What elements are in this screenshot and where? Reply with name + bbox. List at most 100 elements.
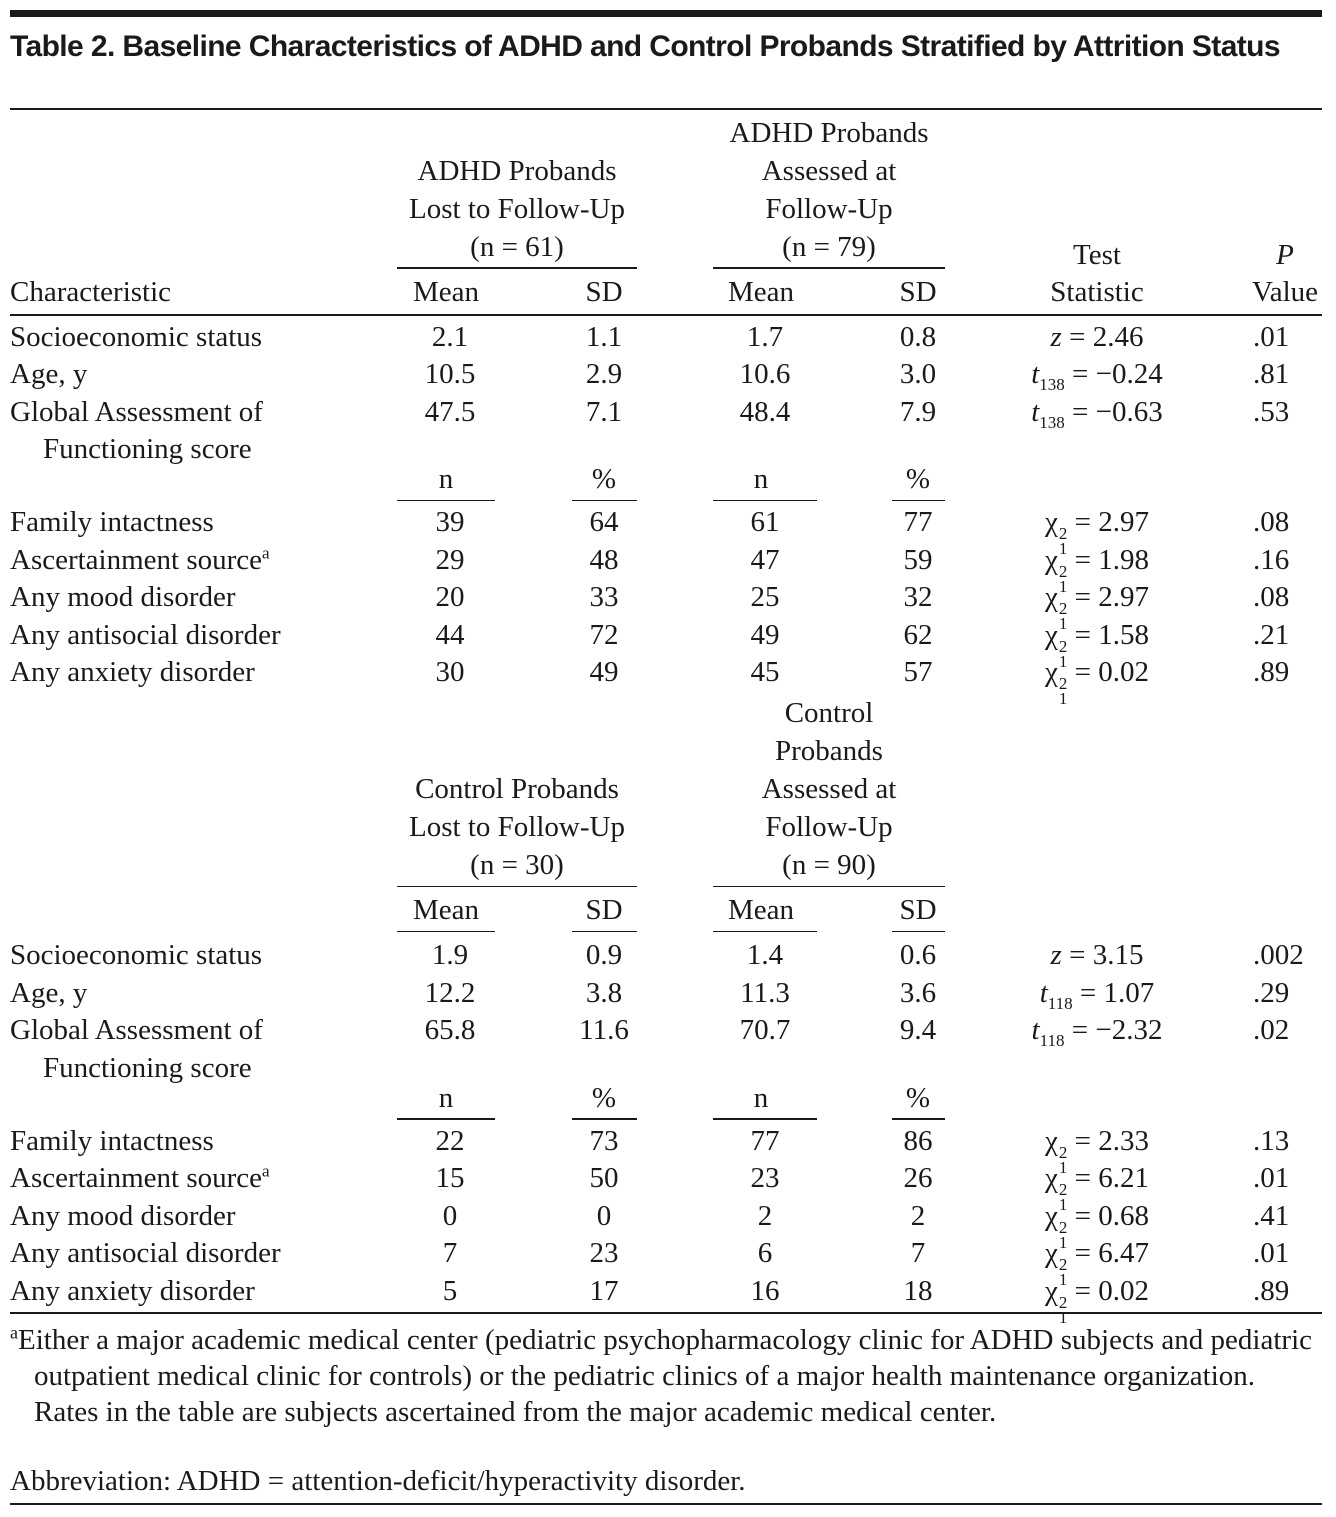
cell-value: 0 [596, 1199, 612, 1232]
stat-superscript: 2 [1058, 636, 1068, 656]
subcolumn-header: Mean [412, 894, 480, 926]
rule [713, 885, 945, 887]
cell-value: 3.6 [899, 976, 937, 1009]
stat-superscript: 2 [1058, 524, 1068, 543]
cell-value: 2.9 [585, 358, 623, 390]
stat-subscript: 1 [1058, 651, 1068, 671]
subcolumn-header: n [753, 463, 769, 495]
row-label: Socioeconomic status [10, 939, 263, 971]
cell-value: 49 [750, 618, 780, 651]
footnote-marker: a [262, 542, 270, 562]
rule [10, 108, 1322, 110]
stat-superscript: 2 [1058, 1142, 1068, 1162]
stat-subscript: 138 [1039, 375, 1065, 394]
stat-subscript: 1 [1058, 576, 1068, 596]
subcolumn-header: % [591, 463, 617, 495]
cell-value: 1.1 [585, 320, 623, 353]
row-label: Any anxiety disorder [10, 1274, 255, 1307]
stat-value: = 6.21 [1067, 1162, 1149, 1194]
stat-symbol: t [1031, 395, 1040, 428]
rule [713, 930, 817, 932]
p-value: .21 [1253, 618, 1290, 651]
stat-superscript: 2 [1058, 1217, 1068, 1237]
stat-superscript: 2 [1058, 1180, 1068, 1199]
subcolumn-header: Mean [727, 275, 795, 308]
row-label: Functioning score [43, 1051, 252, 1084]
group-header: Probands [775, 735, 883, 767]
stat-symbol: χ [1045, 656, 1058, 688]
cell-value: 10.5 [424, 358, 476, 390]
group-header: (n = 79) [782, 230, 876, 263]
cell-value: 33 [589, 581, 619, 613]
stat-superscript: 2 [1058, 599, 1068, 618]
p-value: .08 [1253, 581, 1290, 613]
subcolumn-header: SD [899, 894, 937, 926]
row-label: Ascertainment sourcea [10, 1161, 270, 1194]
stat-symbol: t [1031, 358, 1040, 390]
column-header: Statistic [1050, 275, 1144, 308]
cell-value: 48 [589, 543, 619, 576]
stat-symbol: t [1031, 1014, 1040, 1046]
group-header: ADHD Probands [729, 116, 929, 149]
group-header: Control [784, 697, 874, 729]
p-value: .81 [1253, 358, 1290, 390]
stat-superscript: 2 [1058, 1255, 1068, 1274]
stat-subscript: 118 [1039, 1031, 1065, 1050]
stat-superscript: 2 [1058, 1292, 1068, 1312]
cell-value: 29 [435, 543, 465, 576]
footnote: aEither a major academic medical center … [10, 1322, 1320, 1430]
stat-superscript: 2 [1058, 561, 1068, 581]
p-value: .89 [1253, 656, 1290, 688]
stat-symbol: z [1050, 320, 1062, 353]
p-value: .53 [1253, 395, 1290, 428]
cell-value: 23 [589, 1237, 619, 1269]
stat-symbol: χ [1045, 581, 1058, 613]
stat-value: = 0.68 [1067, 1199, 1149, 1232]
row-label: Family intactness [10, 1124, 214, 1157]
stat-symbol: χ [1045, 506, 1058, 538]
cell-value: 47.5 [424, 395, 476, 428]
rule [892, 1118, 945, 1120]
cell-value: 18 [903, 1274, 933, 1307]
subcolumn-header: SD [585, 894, 623, 926]
stat-value: = 1.07 [1072, 976, 1155, 1009]
rule [397, 499, 495, 501]
cell-value: 47 [750, 543, 780, 576]
cell-value: 15 [435, 1162, 465, 1194]
stat-subscript: 1 [1058, 1270, 1068, 1289]
test-statistic: t118 = −2.32 [1032, 1012, 1163, 1049]
cell-value: 20 [435, 581, 465, 613]
cell-value: 45 [750, 656, 780, 688]
rule [397, 930, 495, 932]
subcolumn-header: SD [585, 275, 623, 308]
stat-value: = −2.32 [1064, 1014, 1163, 1046]
cell-value: 1.4 [746, 939, 784, 971]
p-value: .29 [1253, 976, 1290, 1009]
stat-value: = 6.47 [1067, 1237, 1149, 1269]
row-label: Ascertainment sourcea [10, 542, 270, 576]
rule [892, 499, 945, 501]
stat-symbol: χ [1045, 1162, 1058, 1194]
rule [713, 499, 817, 501]
stat-value: = 0.02 [1067, 656, 1149, 688]
cell-value: 44 [435, 618, 465, 651]
test-statistic: z = 2.46 [1051, 319, 1144, 356]
cell-value: 6 [757, 1237, 773, 1269]
stat-symbol: t [1039, 976, 1048, 1009]
p-value: .08 [1253, 506, 1290, 538]
cell-value: 7 [910, 1237, 926, 1269]
stat-value: = 2.97 [1067, 506, 1149, 538]
cell-value: 32 [903, 581, 933, 613]
